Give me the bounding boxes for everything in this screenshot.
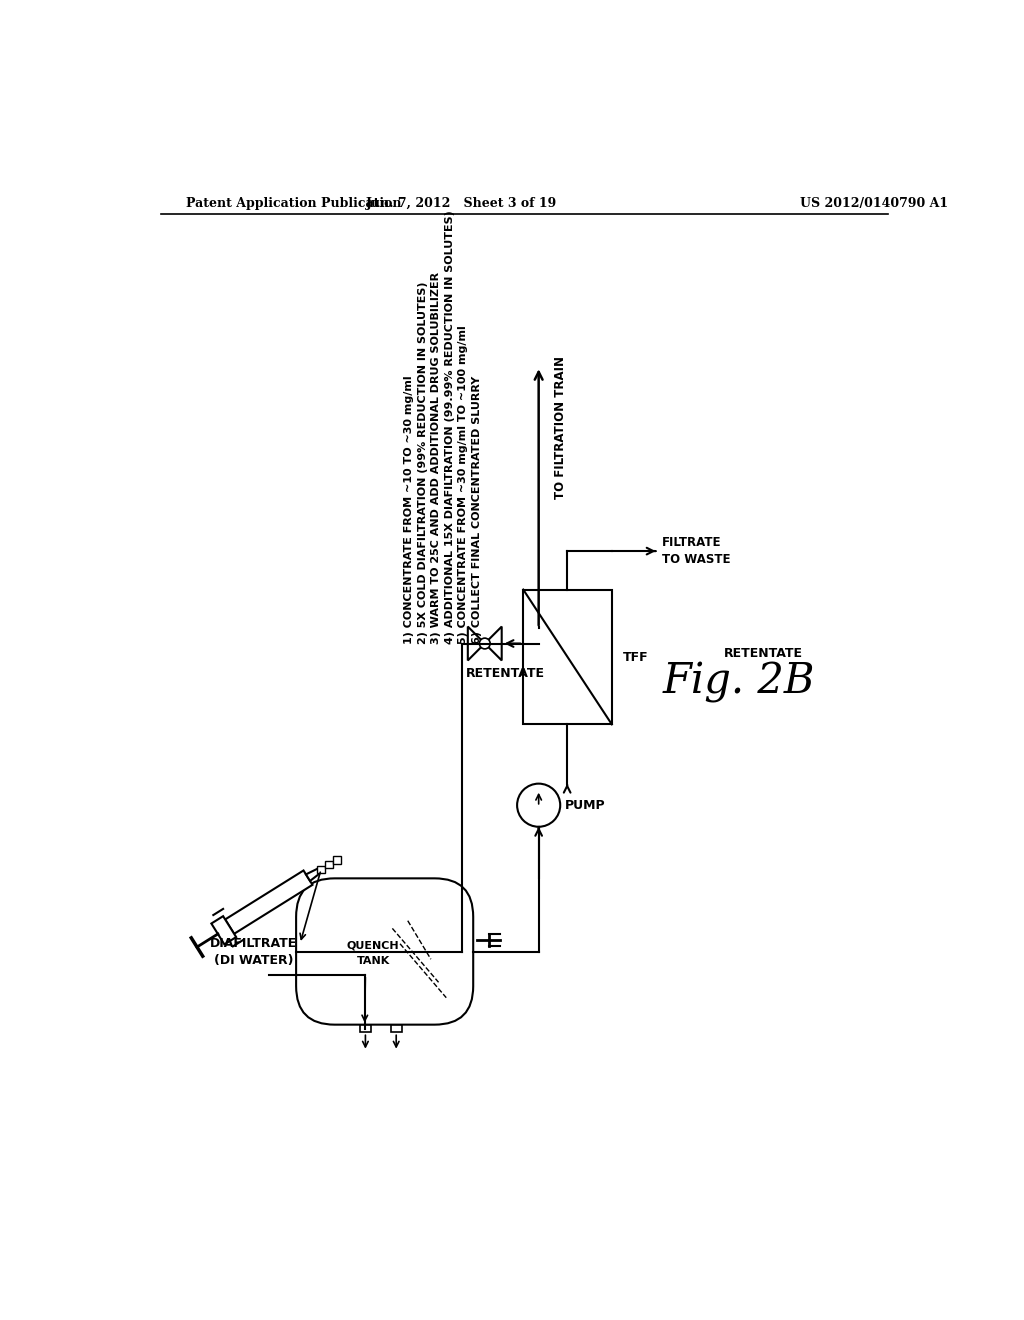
Circle shape: [479, 638, 490, 649]
Bar: [391, 1024, 401, 1032]
Text: TO FILTRATION TRAIN: TO FILTRATION TRAIN: [554, 356, 567, 499]
Text: QUENCH: QUENCH: [347, 940, 399, 950]
Text: FILTRATE
TO WASTE: FILTRATE TO WASTE: [662, 536, 730, 566]
Polygon shape: [306, 867, 323, 880]
Text: US 2012/0140790 A1: US 2012/0140790 A1: [801, 197, 948, 210]
Polygon shape: [468, 627, 484, 660]
Text: TANK: TANK: [356, 956, 390, 966]
Text: RETENTATE: RETENTATE: [466, 667, 545, 680]
Text: PUMP: PUMP: [565, 799, 605, 812]
Bar: [523, 590, 611, 725]
Circle shape: [517, 784, 560, 826]
Polygon shape: [333, 855, 341, 863]
Text: DIAFILTRATE
(DI WATER): DIAFILTRATE (DI WATER): [210, 937, 297, 966]
Polygon shape: [317, 866, 325, 874]
FancyBboxPatch shape: [296, 878, 473, 1024]
Bar: [360, 1024, 371, 1032]
Text: RETENTATE: RETENTATE: [724, 647, 803, 660]
Polygon shape: [211, 916, 237, 944]
Polygon shape: [225, 870, 312, 933]
Polygon shape: [325, 861, 333, 869]
Polygon shape: [484, 627, 502, 660]
Text: 1) CONCENTRATE FROM ~10 TO ~30 mg/ml
2) 5X COLD DIAFILTRATION (99% REDUCTION IN : 1) CONCENTRATE FROM ~10 TO ~30 mg/ml 2) …: [403, 210, 482, 644]
Text: Patent Application Publication: Patent Application Publication: [186, 197, 401, 210]
Text: Fig. 2B: Fig. 2B: [663, 661, 815, 704]
Text: TFF: TFF: [624, 651, 649, 664]
Text: Jun. 7, 2012   Sheet 3 of 19: Jun. 7, 2012 Sheet 3 of 19: [366, 197, 557, 210]
